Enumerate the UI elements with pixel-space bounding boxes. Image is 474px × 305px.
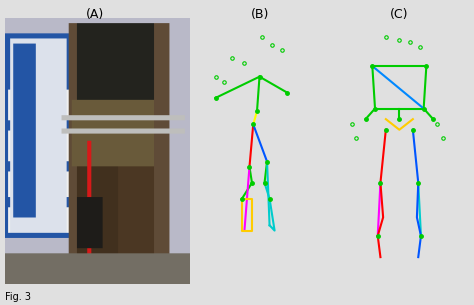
Text: (A): (A)	[86, 8, 104, 21]
Text: (B): (B)	[251, 8, 269, 21]
Text: (C): (C)	[390, 8, 409, 21]
Text: Fig. 3: Fig. 3	[5, 292, 31, 302]
